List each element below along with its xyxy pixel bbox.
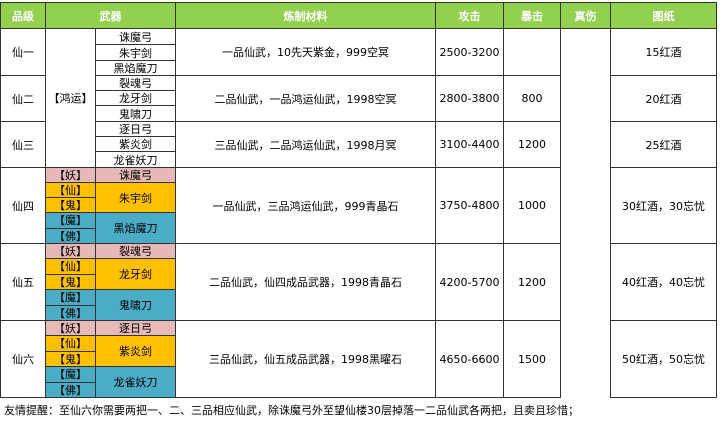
weapon-name: 逐日弓 [95, 121, 176, 137]
weapon-name: 裂魂弓 [95, 243, 176, 259]
crit-cell: 1200 [503, 121, 561, 168]
weapon-tag: 【妖】 [46, 321, 95, 335]
blueprint-cell: 25红酒 [610, 121, 717, 168]
grade-cell: 仙四 [0, 167, 46, 244]
attack-cell: 3100-4400 [435, 121, 504, 168]
attack-cell: 4650-6600 [435, 320, 504, 398]
weapon-name: 朱宇剑 [95, 182, 176, 213]
grade-cell: 仙二 [0, 75, 46, 122]
weapon-name: 龙牙剑 [95, 258, 176, 290]
column-header: 真伤 [560, 2, 611, 29]
weapon-tag: 【佛】 [46, 306, 95, 321]
group-tag-cell: 【鸿运】 [45, 28, 96, 168]
materials-cell: 三品仙武，二品鸿运仙武，1998月冥 [175, 121, 436, 168]
grade-cell: 仙六 [0, 320, 46, 398]
blueprint-cell: 50红酒，50忘忧 [610, 320, 717, 398]
materials-cell: 一品仙武，10先天紫金，999空冥 [175, 28, 436, 76]
weapon-name: 裂魂弓 [95, 75, 176, 91]
blueprint-cell: 20红酒 [610, 75, 717, 122]
grade-cell: 仙一 [0, 28, 46, 76]
true-damage-cell: 1000 [503, 167, 561, 244]
column-header: 武器 [45, 2, 176, 29]
weapon-tag: 【佛】 [46, 229, 95, 244]
materials-cell: 三品仙武，仙五成品武器，1998黑曜石 [175, 320, 436, 398]
column-header: 品级 [0, 2, 46, 29]
true-damage-cell: 1200 [503, 243, 561, 321]
true-damage-cell: 1500 [503, 320, 561, 398]
weapon-name: 龙牙剑 [95, 90, 176, 106]
attack-cell: 2800-3800 [435, 75, 504, 122]
materials-cell: 二品仙武，仙四成品武器，1998青晶石 [175, 243, 436, 321]
weapon-tag: 【鬼】 [46, 352, 95, 367]
materials-cell: 二品仙武，一品鸿运仙武，1998空冥 [175, 75, 436, 122]
attack-cell: 3750-4800 [435, 167, 504, 244]
attack-cell: 2500-3200 [435, 28, 504, 76]
weapon-tag: 【仙】 [46, 336, 95, 352]
weapon-name: 龙雀妖刀 [95, 151, 176, 168]
blueprint-cell: 15红酒 [610, 28, 717, 76]
column-header: 暴击 [503, 2, 561, 29]
weapon-name: 鬼啸刀 [95, 289, 176, 321]
weapon-tag: 【魔】 [46, 290, 95, 306]
weapon-name: 鬼啸刀 [95, 105, 176, 122]
grade-cell: 仙五 [0, 243, 46, 321]
column-header: 炼制材料 [175, 2, 436, 29]
grade-cell: 仙三 [0, 121, 46, 168]
column-header: 攻击 [435, 2, 504, 29]
materials-cell: 一品仙武，三品鸿运仙武，999青晶石 [175, 167, 436, 244]
weapon-tags: 【仙】 【鬼】 [45, 258, 96, 290]
weapon-tag: 【仙】 [46, 259, 95, 275]
weapon-name: 紫炎剑 [95, 335, 176, 367]
weapon-tag: 【魔】 [46, 367, 95, 383]
weapon-tag: 【仙】 [46, 183, 95, 198]
weapon-name: 龙雀妖刀 [95, 366, 176, 398]
weapon-tags: 【妖】 [45, 167, 96, 183]
weapon-tags: 【魔】 【佛】 [45, 366, 96, 398]
weapon-name: 黑焰魔刀 [95, 60, 176, 76]
weapon-tags: 【魔】 【佛】 [45, 289, 96, 321]
weapon-tags: 【妖】 [45, 320, 96, 336]
crit-cell: 800 [503, 75, 561, 122]
weapon-name: 诛魔弓 [95, 28, 176, 45]
weapon-name: 逐日弓 [95, 320, 176, 336]
column-header: 图纸 [610, 2, 717, 29]
weapon-name: 黑焰魔刀 [95, 212, 176, 244]
weapon-tag: 【妖】 [46, 168, 95, 182]
weapon-tag: 【妖】 [46, 244, 95, 258]
attack-cell: 4200-5700 [435, 243, 504, 321]
weapon-tag: 【佛】 [46, 383, 95, 398]
weapon-tag: 【鬼】 [46, 198, 95, 212]
blueprint-cell: 40红酒，40忘忧 [610, 243, 717, 321]
blueprint-cell: 30红酒，30忘忧 [610, 167, 717, 244]
weapon-tag: 【鬼】 [46, 275, 95, 290]
weapon-name: 紫炎剑 [95, 136, 176, 152]
footer-note: 友情提醒：至仙六你需要两把一、二、三品相应仙武，除诛魔弓外至望仙楼30层掉落一二… [4, 404, 579, 417]
weapon-name: 朱宇剑 [95, 44, 176, 61]
weapon-name: 诛魔弓 [95, 167, 176, 183]
weapon-tags: 【仙】 【鬼】 [45, 182, 96, 213]
weapon-tags: 【仙】 【鬼】 [45, 335, 96, 367]
weapon-tag: 【魔】 [46, 213, 95, 229]
weapon-tags: 【妖】 [45, 243, 96, 259]
weapon-tags: 【魔】 【佛】 [45, 212, 96, 244]
